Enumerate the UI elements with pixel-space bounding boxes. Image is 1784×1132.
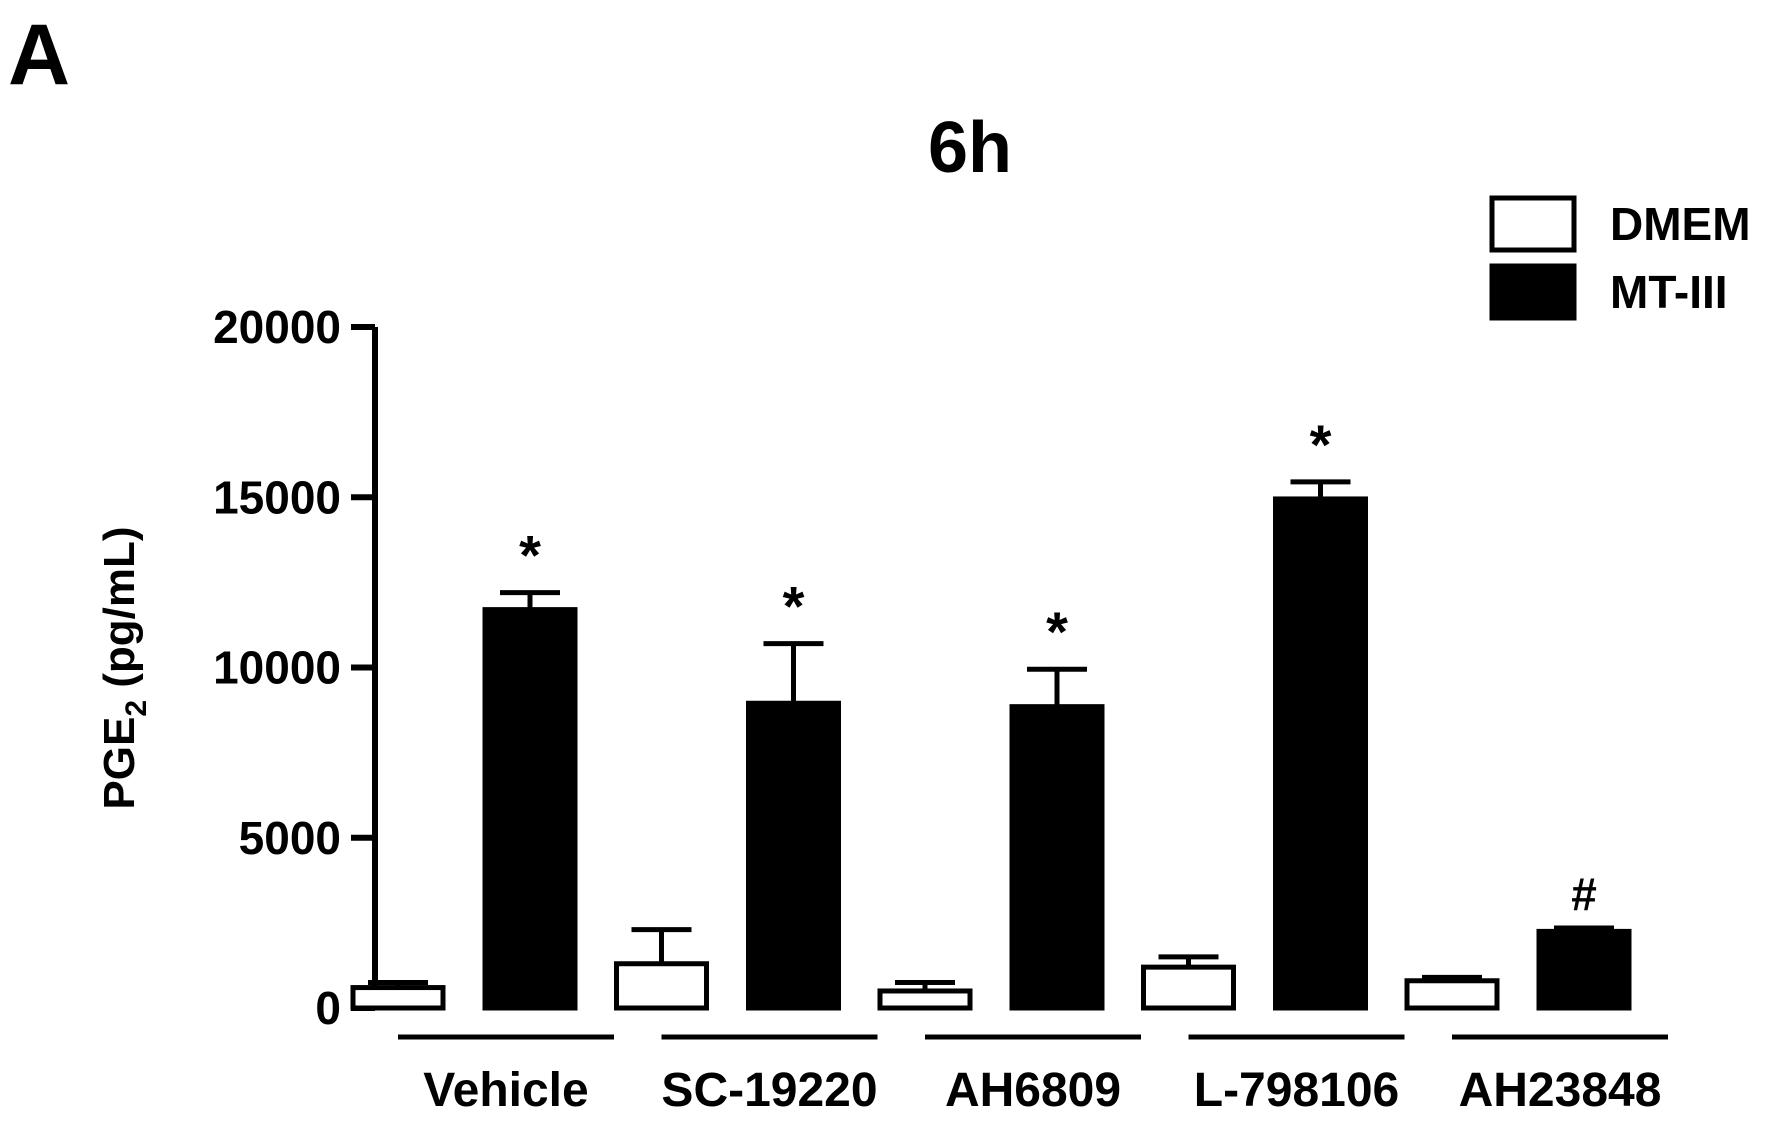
y-tick-label: 15000	[213, 471, 341, 523]
chart-title: 6h	[928, 108, 1012, 188]
significance-marker: *	[1310, 413, 1332, 476]
bars: * * * * #	[350, 413, 1632, 1011]
bar-mtiii-ah6809	[1009, 704, 1105, 1011]
legend-swatch	[1489, 195, 1577, 253]
category-label: AH6809	[945, 1064, 1121, 1117]
legend-swatch	[1489, 263, 1577, 321]
y-axis-label: PGE2 (pg/mL)	[95, 526, 153, 809]
bar-mtiii-sc-19220	[746, 700, 841, 1011]
bar-dmem-ah23848	[1404, 978, 1500, 1011]
y-tick-label: 20000	[213, 301, 341, 353]
category-labels: Vehicle SC-19220 AH6809 L-798106 AH23848	[398, 1034, 1668, 1117]
significance-marker: *	[783, 575, 805, 638]
y-axis-label-subscript: 2	[120, 700, 153, 717]
bar-mtiii-ah23848	[1536, 928, 1632, 1011]
y-axis: 0 5000 10000 15000 20000	[213, 301, 378, 1034]
category-label: AH23848	[1459, 1064, 1662, 1117]
bar-dmem-ah6809	[877, 988, 973, 1011]
category-label: SC-19220	[661, 1064, 877, 1117]
bar-dmem-l-798106	[1141, 964, 1236, 1011]
category-label: L-798106	[1194, 1064, 1399, 1117]
y-tick-label: 0	[315, 982, 341, 1034]
bar-mtiii-vehicle	[482, 607, 578, 1011]
y-axis-label-unit: (pg/mL)	[95, 526, 144, 700]
panel-label: A	[8, 7, 71, 103]
bar-dmem-vehicle	[350, 985, 446, 1011]
legend: DMEM MT-III	[1489, 195, 1751, 321]
significance-marker: *	[1046, 600, 1068, 663]
y-tick-label: 10000	[213, 642, 341, 694]
legend-label: MT-III	[1610, 266, 1728, 318]
significance-marker: *	[519, 524, 541, 587]
y-axis-label-main: PGE	[95, 717, 144, 810]
significance-marker: #	[1571, 868, 1597, 920]
y-tick-label: 5000	[239, 812, 341, 864]
category-label: Vehicle	[423, 1064, 588, 1117]
legend-label: DMEM	[1610, 198, 1751, 250]
bar-dmem-sc-19220	[614, 961, 709, 1011]
bar-mtiii-l-798106	[1273, 496, 1368, 1011]
